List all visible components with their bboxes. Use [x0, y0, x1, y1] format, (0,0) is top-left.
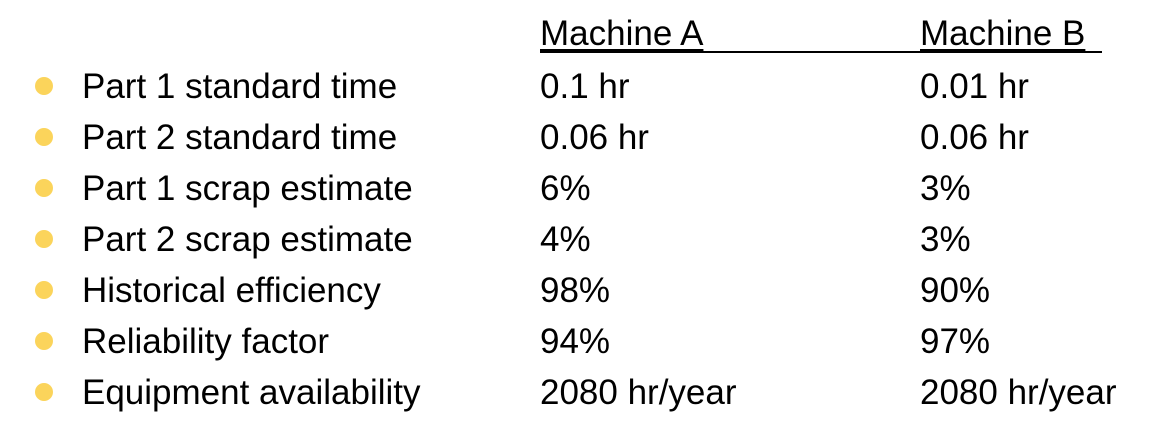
machine-b-value: 97%	[920, 322, 991, 361]
row-label: Part 2 standard time	[82, 118, 398, 157]
row-label: Reliability factor	[82, 322, 330, 361]
machine-a-value: 6%	[540, 169, 591, 208]
machine-a-value: 0.1 hr	[540, 67, 630, 106]
row-label: Part 1 scrap estimate	[82, 169, 413, 208]
column-header-machine-a: Machine A	[540, 14, 704, 53]
table-row: Part 2 standard time 0.06 hr 0.06 hr	[0, 112, 1169, 163]
machine-a-value: 0.06 hr	[540, 118, 649, 157]
bullet-icon	[35, 332, 53, 350]
column-header-machine-b: Machine B	[920, 14, 1086, 53]
bullet-icon	[35, 383, 53, 401]
row-label: Part 1 standard time	[82, 67, 398, 106]
machine-b-value: 2080 hr/year	[920, 373, 1117, 412]
row-label: Part 2 scrap estimate	[82, 220, 413, 259]
table-row: Part 1 standard time 0.1 hr 0.01 hr	[0, 61, 1169, 112]
bullet-icon	[35, 281, 53, 299]
bullet-icon	[35, 230, 53, 248]
bullet-icon	[35, 179, 53, 197]
machine-b-value: 3%	[920, 220, 971, 259]
row-label: Historical efficiency	[82, 271, 381, 310]
machine-a-value: 4%	[540, 220, 591, 259]
machine-a-value: 2080 hr/year	[540, 373, 737, 412]
machine-a-value: 94%	[540, 322, 611, 361]
machine-b-value: 90%	[920, 271, 991, 310]
table-row: Equipment availability 2080 hr/year 2080…	[0, 367, 1169, 418]
table-row: Part 2 scrap estimate 4% 3%	[0, 214, 1169, 265]
bullet-icon	[35, 128, 53, 146]
bullet-icon	[35, 77, 53, 95]
machine-b-value: 0.01 hr	[920, 67, 1029, 106]
machine-b-value: 0.06 hr	[920, 118, 1029, 157]
row-label: Equipment availability	[82, 373, 421, 412]
table-row: Historical efficiency 98% 90%	[0, 265, 1169, 316]
table-row: Part 1 scrap estimate 6% 3%	[0, 163, 1169, 214]
header-underline	[540, 51, 1102, 53]
machine-a-value: 98%	[540, 271, 611, 310]
machine-b-value: 3%	[920, 169, 971, 208]
table-row: Reliability factor 94% 97%	[0, 316, 1169, 367]
